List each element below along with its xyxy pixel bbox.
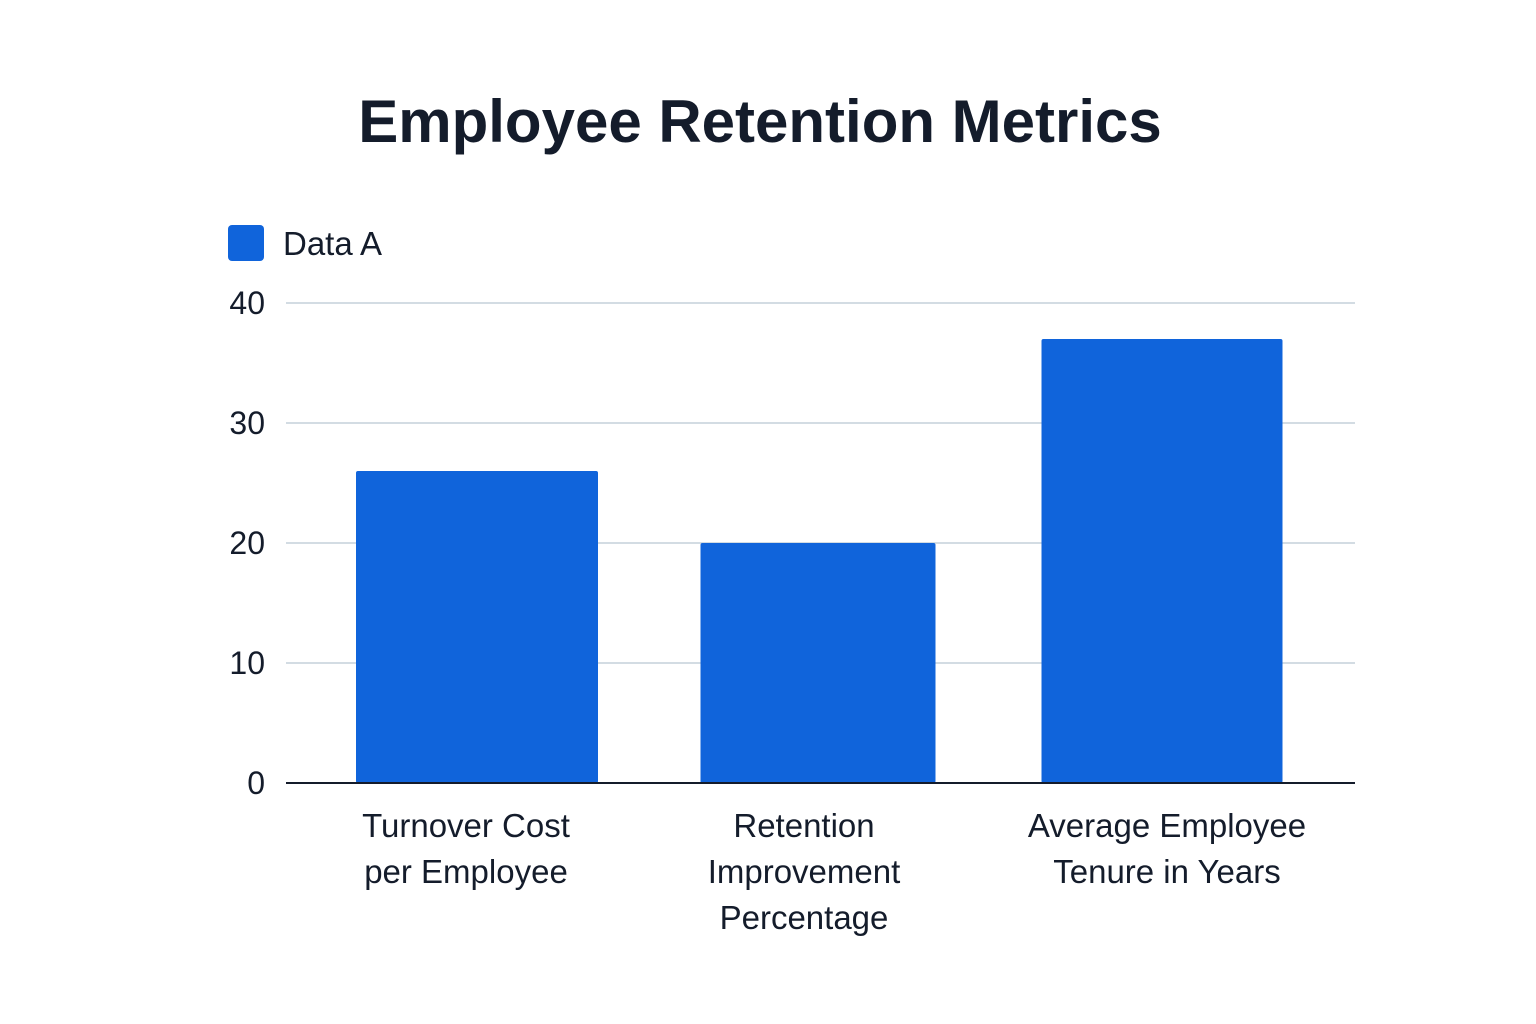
y-tick-label: 20 [229, 525, 265, 561]
bar-0 [356, 471, 598, 783]
chart-title: Employee Retention Metrics [358, 88, 1162, 155]
y-tick-label: 40 [229, 285, 265, 321]
y-tick-label: 0 [247, 765, 265, 801]
x-category-label-line: Retention [733, 807, 874, 844]
legend-label-data-a: Data A [283, 225, 382, 262]
y-tick-label: 30 [229, 405, 265, 441]
x-category-label: Retention Improvement Percentage [708, 807, 901, 936]
y-tick-label: 10 [229, 645, 265, 681]
bar-2 [1041, 339, 1283, 783]
x-category-label-line: Tenure in Years [1053, 853, 1281, 890]
x-category-label-line: Average Employee [1028, 807, 1306, 844]
bar-1 [700, 543, 936, 783]
x-axis-labels: Turnover Cost per Employee Retention Improv… [362, 807, 1306, 936]
y-axis-ticks: 0 10 20 30 40 [229, 285, 265, 801]
bars [286, 339, 1355, 784]
x-category-label-line: Percentage [720, 899, 889, 936]
x-category-label-line: Turnover Cost [362, 807, 570, 844]
x-category-label: Turnover Cost per Employee [362, 807, 570, 890]
legend: Data A [228, 225, 382, 262]
x-category-label-line: per Employee [364, 853, 568, 890]
legend-swatch-data-a [228, 225, 264, 261]
x-category-label: Average Employee Tenure in Years [1028, 807, 1306, 890]
x-category-label-line: Improvement [708, 853, 901, 890]
